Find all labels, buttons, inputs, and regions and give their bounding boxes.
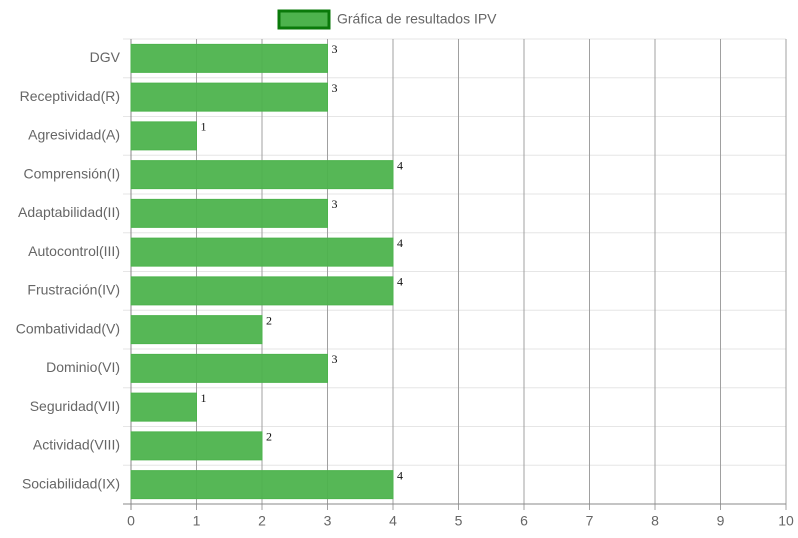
x-tick-label: 8 [651, 513, 659, 529]
value-label: 3 [332, 197, 338, 211]
bar [130, 470, 394, 500]
legend-swatch [277, 9, 331, 30]
y-tick-label: Sociabilidad(IX) [22, 475, 120, 491]
y-tick-label: Autocontrol(III) [28, 243, 120, 259]
bar [130, 431, 263, 461]
x-tick-label: 4 [389, 513, 397, 529]
value-label: 4 [397, 236, 403, 250]
value-label: 3 [332, 81, 338, 95]
y-tick-label: Receptividad(R) [20, 88, 120, 104]
legend-label: Gráfica de resultados IPV [337, 11, 497, 27]
value-label: 2 [266, 313, 272, 327]
value-label: 4 [397, 158, 403, 172]
y-tick-label: Combatividad(V) [16, 320, 120, 336]
value-label: 1 [201, 120, 207, 134]
value-label: 1 [201, 391, 207, 405]
x-tick-label: 2 [258, 513, 266, 529]
x-tick-label: 3 [324, 513, 332, 529]
legend[interactable]: Gráfica de resultados IPV [277, 9, 497, 30]
bar [130, 237, 394, 267]
y-tick-label: Agresividad(A) [28, 127, 120, 143]
x-tick-label: 10 [778, 513, 794, 529]
x-tick-label: 0 [127, 513, 135, 529]
value-label: 2 [266, 430, 272, 444]
bar [130, 160, 394, 190]
y-tick-label: Comprensión(I) [24, 165, 120, 181]
bar [130, 392, 197, 422]
x-tick-label: 5 [455, 513, 463, 529]
bar [130, 276, 394, 306]
bar [130, 198, 328, 228]
bar [130, 315, 263, 345]
bar [130, 121, 197, 151]
x-tick-label: 1 [193, 513, 201, 529]
y-tick-label: Dominio(VI) [46, 359, 120, 375]
y-tick-label: Actividad(VIII) [33, 437, 120, 453]
bar [130, 353, 328, 383]
value-label: 3 [332, 42, 338, 56]
value-label: 4 [397, 468, 403, 482]
y-tick-label: Seguridad(VII) [30, 398, 120, 414]
x-tick-label: 6 [520, 513, 528, 529]
value-label: 4 [397, 275, 403, 289]
bar [130, 82, 328, 112]
value-label: 3 [332, 352, 338, 366]
bar [130, 43, 328, 73]
y-tick-label: Frustración(IV) [27, 282, 120, 298]
y-tick-label: Adaptabilidad(II) [18, 204, 120, 220]
x-tick-label: 9 [717, 513, 725, 529]
y-tick-label: DGV [90, 49, 121, 65]
x-tick-label: 7 [586, 513, 594, 529]
